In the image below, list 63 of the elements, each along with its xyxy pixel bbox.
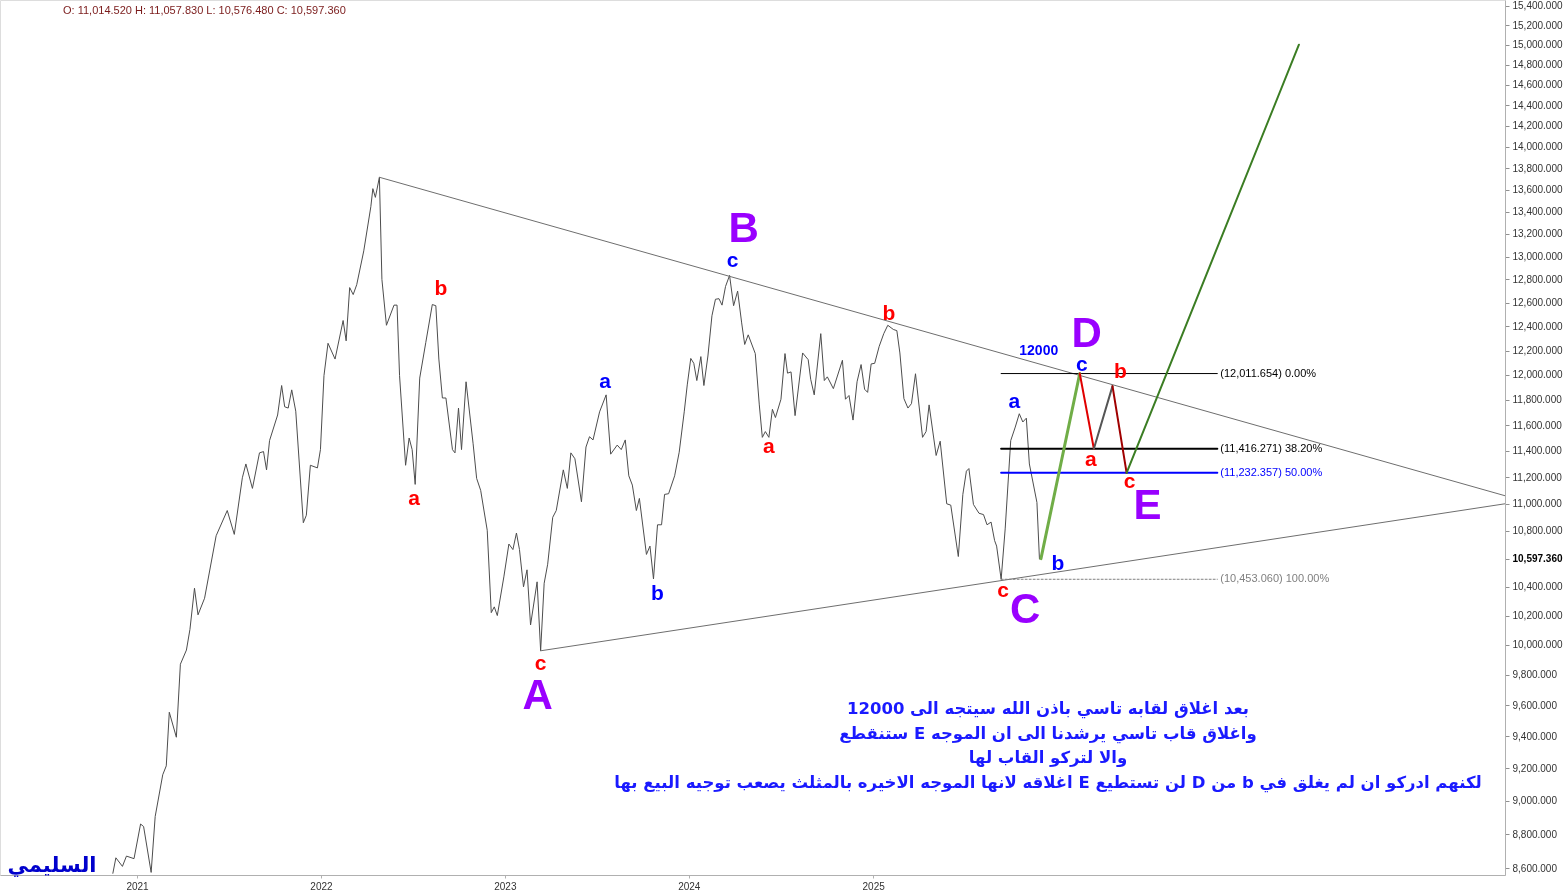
- annotation: a: [763, 434, 776, 458]
- x-tick-label: 2024: [678, 880, 701, 891]
- series-label: (12,011.654) 0.00%: [1220, 366, 1317, 379]
- annotation: واغلاق قاب تاسي يرشدنا الى ان الموجه E ستنقطع: [839, 724, 1257, 744]
- y-tick-label: 11,400.000: [1512, 445, 1563, 457]
- y-tick-label: 13,600.000: [1512, 184, 1563, 196]
- y-tick-label: 14,800.000: [1512, 59, 1563, 71]
- y-tick-label: 13,200.000: [1512, 228, 1563, 240]
- annotation: c: [1123, 468, 1136, 492]
- series-label: (11,416.271) 38.20%: [1220, 441, 1323, 454]
- annotation: C: [1009, 585, 1041, 633]
- y-tick-label: 11,600.000: [1512, 419, 1563, 431]
- annotation: السليمي: [7, 853, 97, 877]
- annotation: a: [599, 368, 612, 392]
- y-tick-label: 13,400.000: [1512, 206, 1563, 218]
- y-tick-label: 13,000.000: [1512, 251, 1563, 263]
- y-tick-label: 8,600.000: [1512, 862, 1558, 874]
- annotation: O: 11,014.520 H: 11,057.830 L: 10,576.480 C: 10,597.360: [63, 4, 346, 16]
- annotation: 12000: [1019, 341, 1059, 358]
- y-tick-label: 11,800.000: [1512, 394, 1563, 406]
- x-tick-label: 2022: [310, 880, 334, 891]
- y-tick-label: 10,000.000: [1512, 639, 1563, 651]
- y-tick-label: 12,800.000: [1512, 273, 1563, 285]
- y-tick-label: 12,400.000: [1512, 320, 1563, 332]
- y-tick-label: 10,800.000: [1512, 525, 1563, 537]
- annotation: بعد اغلاق لقابه تاسي باذن الله سيتجه الى 12000: [846, 699, 1250, 719]
- y-tick-label: 14,000.000: [1512, 141, 1563, 153]
- x-tick-label: 2023: [494, 880, 517, 891]
- y-tick-label: 10,400.000: [1512, 581, 1563, 593]
- y-tick-label: 12,600.000: [1512, 297, 1563, 309]
- y-tick-label: 15,400.000: [1512, 0, 1563, 12]
- annotation: a: [1085, 446, 1098, 470]
- y-tick-label: 9,600.000: [1512, 699, 1558, 711]
- x-tick-label: 2021: [126, 880, 150, 891]
- annotation: b: [1051, 550, 1065, 574]
- y-tick-label: 14,400.000: [1512, 99, 1563, 111]
- y-tick-label: 10,200.000: [1512, 610, 1563, 622]
- y-tick-label: 12,200.000: [1512, 345, 1563, 357]
- y-tick-label: 11,200.000: [1512, 471, 1563, 483]
- y-tick-label: 9,000.000: [1512, 795, 1558, 807]
- y-tick-label: 9,800.000: [1512, 669, 1558, 681]
- y-tick-label: 14,600.000: [1512, 79, 1563, 91]
- annotation: b: [434, 275, 448, 299]
- y-tick-label: 11,000.000: [1512, 498, 1563, 510]
- annotation: b: [651, 581, 664, 604]
- y-tick-label: 8,800.000: [1512, 828, 1558, 840]
- y-tick-label: 15,200.000: [1512, 19, 1563, 31]
- y-tick-label: 13,800.000: [1512, 162, 1563, 174]
- series-label: (10,453.060) 100.00%: [1220, 572, 1330, 585]
- annotation: a: [1008, 388, 1021, 412]
- y-tick-label: 9,400.000: [1512, 730, 1558, 742]
- annotation: لكنهم ادركو ان لم يغلق في b من D لن تستطيع E اغلاقه لانها الموجه الاخيره بالمثلث يصعب توجيه البيع بها: [614, 773, 1482, 793]
- y-tick-label: 12,000.000: [1512, 369, 1563, 381]
- x-tick-label: 2025: [862, 880, 886, 891]
- y-tick-label: 9,200.000: [1512, 762, 1558, 774]
- series-label: (11,232.357) 50.00%: [1220, 465, 1323, 478]
- annotation: والا لتركو القاب لها: [968, 748, 1128, 768]
- y-tick-label: 14,200.000: [1512, 120, 1563, 132]
- y-tick-label: 15,000.000: [1512, 39, 1563, 51]
- annotation: a: [408, 486, 421, 510]
- y-tick-label: 10,597.360: [1512, 553, 1563, 565]
- annotation: c: [997, 578, 1010, 602]
- annotation: b: [882, 301, 896, 325]
